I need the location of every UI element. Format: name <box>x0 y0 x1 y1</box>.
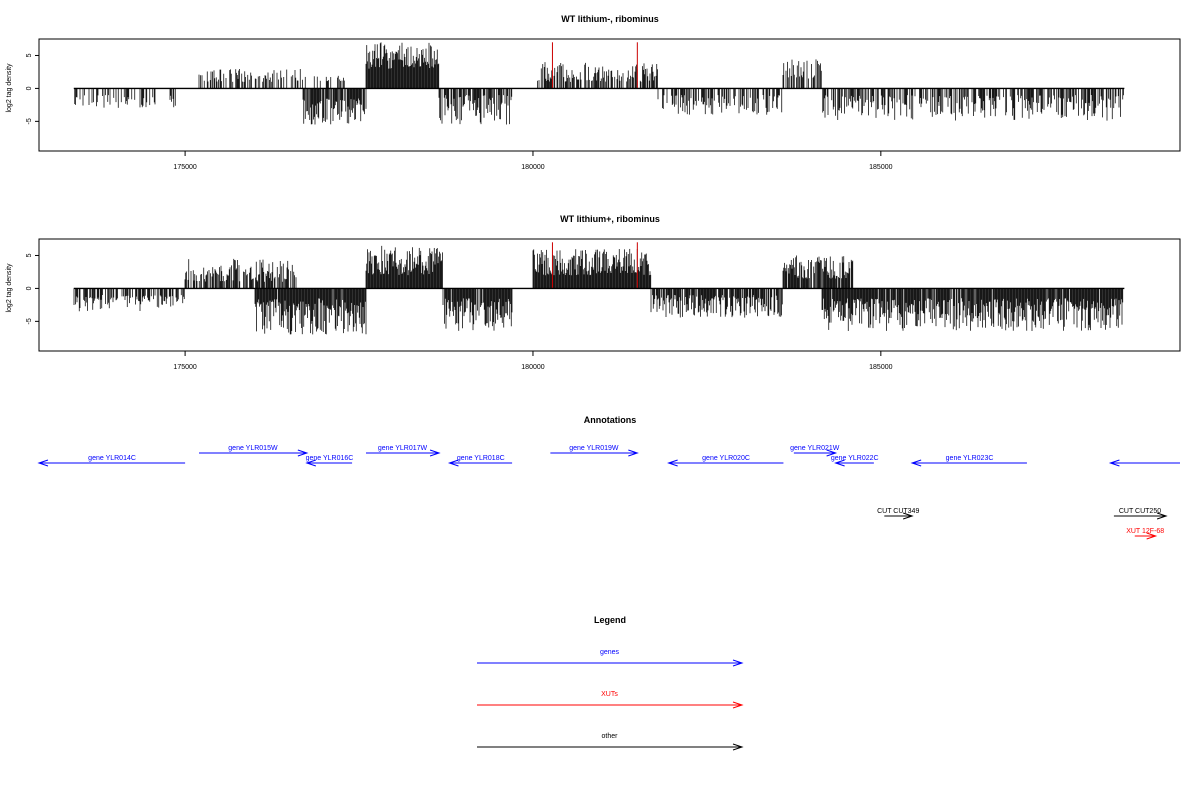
legend-label: genes <box>600 649 620 656</box>
plot-frame <box>38 38 1181 152</box>
annotation-label: CUT CUT349 <box>877 508 919 515</box>
arrow-head <box>1156 512 1168 520</box>
legend-items: genes XUTs other <box>477 649 744 751</box>
annotation-feature: gene YLR021W <box>790 445 840 457</box>
arrow-head <box>732 701 744 709</box>
annotation-feature: gene YLR014C <box>37 455 186 467</box>
annotation-feature: gene YLR018C <box>447 455 513 467</box>
legend-item: other <box>477 733 744 751</box>
x-axis: 175000 180000 185000 <box>173 350 893 371</box>
arrow-head <box>1146 532 1158 540</box>
annotation-feature: gene YLR020C <box>667 455 784 467</box>
arrow-head <box>297 449 309 457</box>
arrow-head <box>910 459 922 467</box>
y-tick-label: 0 <box>26 86 33 90</box>
bar-series <box>73 245 1124 335</box>
x-tick-label: 180000 <box>521 364 544 371</box>
track-title: WT lithium+, ribominus <box>560 214 660 224</box>
track-wt-lithium-minus: WT lithium-, ribominus log2 tag density … <box>6 14 1181 171</box>
annotation-feature: gene YLR023C <box>910 455 1027 467</box>
arrow-head <box>826 449 838 457</box>
legend-item: genes <box>477 649 744 667</box>
annotation-features: gene YLR014C gene YLR015W gene YLR016C gene… <box>37 445 1180 540</box>
annotation-label: gene YLR019W <box>569 445 619 452</box>
x-tick-label: 175000 <box>173 364 196 371</box>
arrow-head <box>1108 459 1120 467</box>
annotation-feature: CUT CUT250 <box>1113 508 1168 520</box>
track-title: WT lithium-, ribominus <box>561 14 659 24</box>
legend-label: XUTs <box>601 691 618 698</box>
y-tick-label: -5 <box>26 118 33 124</box>
annotation-label: gene YLR017W <box>378 445 428 452</box>
annotation-feature: gene YLR022C <box>831 455 879 467</box>
arrow-head <box>902 512 914 520</box>
y-axis-label: log2 tag density <box>6 63 13 113</box>
annotation-label: gene YLR015W <box>228 445 278 452</box>
arrow-head <box>667 459 678 467</box>
annotation-feature: gene YLR015W <box>199 445 309 457</box>
y-axis: -5 0 5 <box>26 253 40 324</box>
legend-item: XUTs <box>477 691 744 709</box>
x-tick-label: 185000 <box>869 164 892 171</box>
annotation-label: gene YLR020C <box>702 455 750 462</box>
x-tick-label: 185000 <box>869 364 892 371</box>
annotation-label: CUT CUT250 <box>1119 508 1161 515</box>
annotation-label: gene YLR023C <box>946 455 994 462</box>
legend-label: other <box>602 733 619 740</box>
arrow-head <box>447 459 459 467</box>
annotation-feature: gene YLR016C <box>305 455 354 467</box>
arrow-head <box>37 459 49 467</box>
annotation-label: gene YLR022C <box>831 455 879 462</box>
annotation-label: XUT 12F-68 <box>1126 528 1164 535</box>
highlight-series <box>551 242 638 289</box>
arrow-head <box>305 459 317 467</box>
arrow-head <box>429 449 441 457</box>
annotations-title: Annotations <box>584 415 637 425</box>
x-axis: 175000 180000 185000 <box>173 150 893 171</box>
annotation-feature: gene YLR019W <box>550 445 639 457</box>
x-tick-label: 180000 <box>521 164 544 171</box>
annotation-label: gene YLR016C <box>306 455 354 462</box>
y-axis-label: log2 tag density <box>6 263 13 313</box>
annotation-label: gene YLR014C <box>88 455 136 462</box>
y-axis: -5 0 5 <box>26 53 40 124</box>
track-wt-lithium-plus: WT lithium+, ribominus log2 tag density … <box>6 214 1181 371</box>
y-tick-label: 5 <box>26 53 33 57</box>
annotation-label: gene YLR018C <box>457 455 505 462</box>
annotation-label: gene YLR021W <box>790 445 840 452</box>
annotation-feature: XUT 12F-68 <box>1126 528 1164 540</box>
annotation-feature: CUT CUT349 <box>877 508 919 520</box>
y-tick-label: 0 <box>26 286 33 290</box>
y-tick-label: -5 <box>26 318 33 324</box>
annotation-feature: gene YLR017W <box>365 445 441 457</box>
legend-panel: Legend genes XUTs other <box>477 615 744 751</box>
x-tick-label: 175000 <box>173 164 196 171</box>
arrow-head <box>732 659 744 667</box>
bar-series <box>74 42 1124 125</box>
legend-title: Legend <box>594 615 626 625</box>
arrow-head <box>628 449 639 457</box>
highlight-series <box>551 42 638 89</box>
arrow-head <box>732 743 744 751</box>
annotation-feature <box>1108 459 1180 467</box>
y-tick-label: 5 <box>26 253 33 257</box>
arrow-head <box>834 459 845 467</box>
